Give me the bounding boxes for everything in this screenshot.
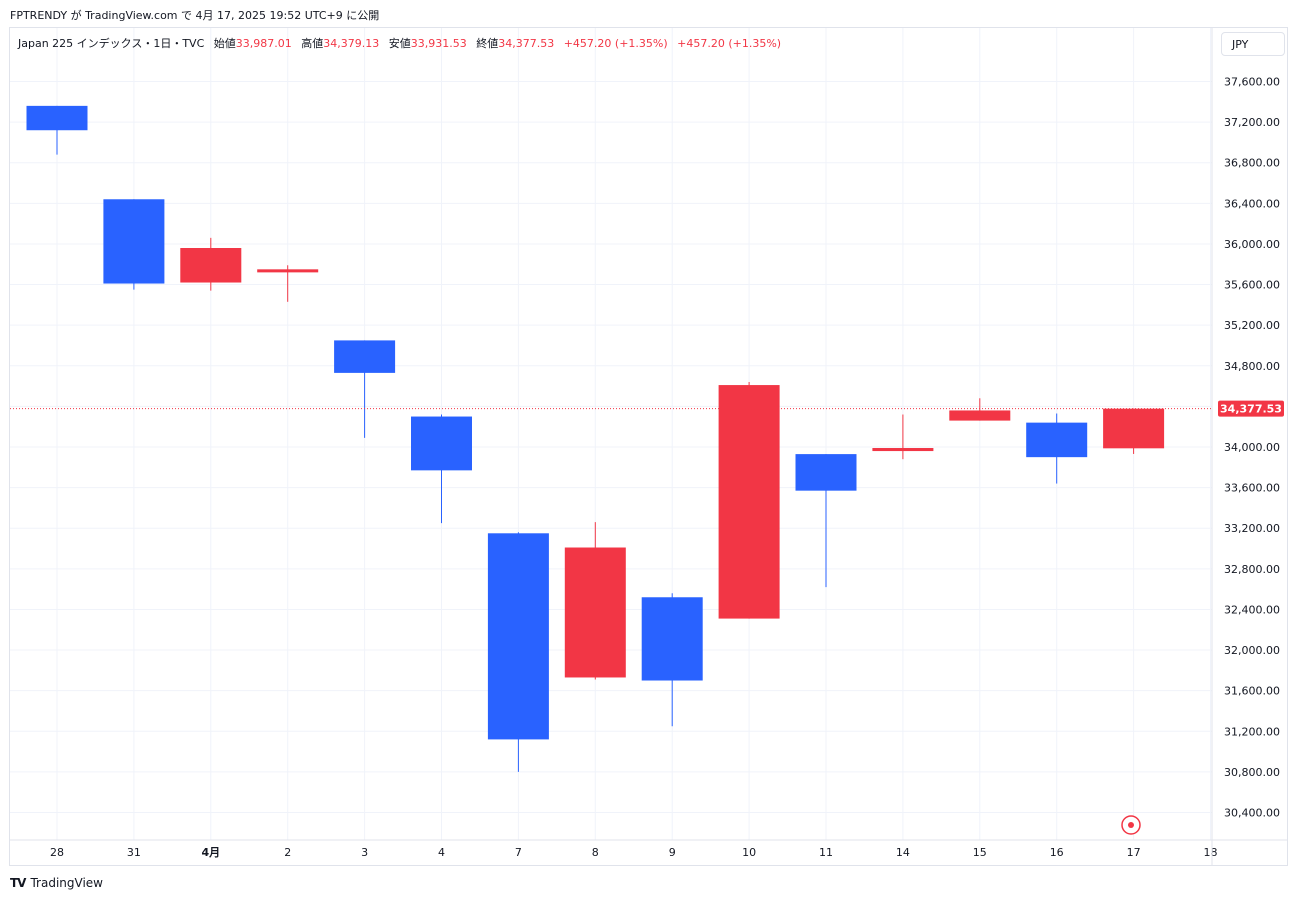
x-tick-label: 17 — [1127, 846, 1141, 859]
y-tick-label: 33,600.00 — [1224, 482, 1280, 495]
candle-body — [26, 105, 88, 131]
candle-body — [103, 199, 165, 284]
y-tick-label: 36,800.00 — [1224, 157, 1280, 170]
x-tick-label: 4月 — [201, 846, 220, 859]
x-tick-label: 9 — [669, 846, 676, 859]
candle-body — [180, 248, 242, 283]
change-value-secondary: +457.20 (+1.35%) — [677, 37, 782, 50]
symbol-name: Japan 225 インデックス・1日・TVC — [18, 37, 205, 50]
x-tick-label: 18 — [1204, 846, 1218, 859]
candle-body — [257, 269, 319, 273]
candle-body — [1026, 422, 1088, 458]
y-tick-label: 34,800.00 — [1224, 360, 1280, 373]
symbol-legend: Japan 225 インデックス・1日・TVC 始値33,987.01 高値34… — [18, 35, 781, 51]
y-tick-label: 36,400.00 — [1224, 197, 1280, 210]
close-value: 34,377.53 — [498, 37, 555, 50]
tradingview-footer[interactable]: TV TradingView — [10, 876, 103, 890]
candle-body — [1103, 408, 1165, 449]
y-tick-label: 31,200.00 — [1224, 725, 1280, 738]
y-tick-label: 36,000.00 — [1224, 238, 1280, 251]
x-tick-label: 16 — [1050, 846, 1064, 859]
current-price-badge — [1218, 400, 1284, 417]
y-tick-label: 37,200.00 — [1224, 116, 1280, 129]
x-tick-label: 10 — [742, 846, 756, 859]
publish-caption: FPTRENDY が TradingView.com で 4月 17, 2025… — [10, 9, 380, 22]
candle-body — [564, 547, 626, 678]
x-tick-label: 4 — [438, 846, 445, 859]
y-tick-label: 33,200.00 — [1224, 522, 1280, 535]
candle-body — [641, 597, 703, 681]
x-tick-label: 3 — [361, 846, 368, 859]
y-tick-label: 30,400.00 — [1224, 807, 1280, 820]
candle-body — [795, 454, 857, 491]
low-label: 安値 — [388, 37, 411, 50]
change-value: +457.20 (+1.35%) — [563, 37, 668, 50]
x-tick-label: 31 — [127, 846, 141, 859]
candle-body — [718, 385, 780, 619]
high-label: 高値 — [301, 37, 324, 50]
x-tick-label: 8 — [592, 846, 599, 859]
y-tick-label: 30,800.00 — [1224, 766, 1280, 779]
x-tick-label: 15 — [973, 846, 987, 859]
y-tick-label: 35,200.00 — [1224, 319, 1280, 332]
x-tick-label: 14 — [896, 846, 910, 859]
close-label: 終値 — [476, 37, 499, 50]
tradingview-logo-icon: TV — [10, 876, 27, 890]
current-price-label: 34,377.53 — [1220, 403, 1282, 416]
y-tick-label: 31,600.00 — [1224, 685, 1280, 698]
live-marker-dot-icon — [1128, 822, 1134, 828]
y-tick-label: 37,600.00 — [1224, 76, 1280, 89]
candle-body — [949, 410, 1011, 421]
y-tick-label: 34,000.00 — [1224, 441, 1280, 454]
candle-body — [487, 533, 549, 740]
open-value: 33,987.01 — [235, 37, 292, 50]
candle-body — [334, 340, 396, 373]
x-tick-label: 28 — [50, 846, 64, 859]
candle-body — [872, 448, 934, 452]
open-label: 始値 — [213, 37, 236, 50]
x-tick-label: 11 — [819, 846, 833, 859]
y-tick-label: 32,000.00 — [1224, 644, 1280, 657]
y-tick-label: 35,600.00 — [1224, 279, 1280, 292]
tradingview-brand: TradingView — [30, 876, 103, 890]
x-tick-label: 7 — [515, 846, 522, 859]
y-tick-label: 32,400.00 — [1224, 603, 1280, 616]
low-value: 33,931.53 — [410, 37, 467, 50]
high-value: 34,379.13 — [323, 37, 380, 50]
y-tick-label: 32,800.00 — [1224, 563, 1280, 576]
x-tick-label: 2 — [284, 846, 291, 859]
candle-body — [411, 416, 472, 471]
currency-selector[interactable]: JPY — [1221, 32, 1285, 56]
